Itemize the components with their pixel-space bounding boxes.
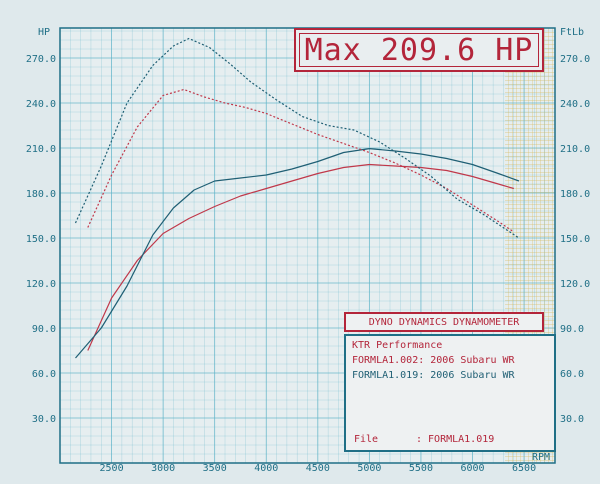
y2-tick-label: 240.0	[560, 99, 590, 110]
x-tick-label: 3000	[151, 463, 175, 474]
x-tick-label: 3500	[203, 463, 227, 474]
series-line-power-formla1-002	[87, 163, 514, 351]
y2-tick-label: 30.0	[560, 414, 584, 425]
y-tick-label: 210.0	[26, 144, 56, 155]
y-tick-label: 30.0	[32, 414, 56, 425]
y2-tick-labels: 30.0 60.0 90.0 120.0 150.0 180.0 210.0 240.0 270…	[560, 54, 590, 425]
series-group	[74, 37, 520, 359]
y-tick-label: 90.0	[32, 324, 56, 335]
shop-name: KTR Performance	[352, 340, 443, 351]
y2-tick-label: 120.0	[560, 279, 590, 290]
x-axis-unit: RPM	[532, 452, 550, 463]
x-tick-label: 4500	[306, 463, 330, 474]
y-tick-label: 150.0	[26, 234, 56, 245]
left-axis-unit: HP	[38, 27, 50, 38]
x-tick-label: 4000	[254, 463, 278, 474]
max-hp-badge: Max 209.6 HP	[294, 28, 544, 72]
y-tick-labels: 30.0 60.0 90.0 120.0 150.0 180.0 210.0 240.0 270…	[26, 54, 56, 425]
x-tick-label: 5500	[409, 463, 433, 474]
y2-tick-label: 210.0	[560, 144, 590, 155]
x-tick-label: 6500	[512, 463, 536, 474]
y-tick-label: 180.0	[26, 189, 56, 200]
right-axis-unit: FtLb	[560, 27, 584, 38]
run1-label: FORMLA1.002: 2006 Subaru WR	[352, 355, 515, 366]
info-panel: DYNO DYNAMICS DYNAMOMETER KTR Performanc…	[344, 312, 556, 452]
y-tick-label: 270.0	[26, 54, 56, 65]
run2-label: FORMLA1.019: 2006 Subaru WR	[352, 370, 515, 381]
x-tick-label: 5000	[357, 463, 381, 474]
series-line-power-formla1-019	[75, 148, 520, 359]
file-value: : FORMLA1.019	[416, 434, 495, 445]
max-hp-label: Max 209.6 HP	[304, 32, 534, 68]
series-line-torque-formla1-002	[87, 88, 515, 233]
series-line-torque-formla1-019	[74, 37, 520, 239]
y2-tick-label: 150.0	[560, 234, 590, 245]
file-label: File	[354, 434, 379, 445]
x-tick-labels: 2500 3000 3500 4000 4500 5000 5500 6000 6500	[100, 463, 537, 474]
info-title: DYNO DYNAMICS DYNAMOMETER	[344, 312, 544, 332]
y-tick-label: 60.0	[32, 369, 56, 380]
y2-tick-label: 270.0	[560, 54, 590, 65]
x-tick-label: 6000	[460, 463, 484, 474]
y2-tick-label: 90.0	[560, 324, 584, 335]
y2-tick-label: 60.0	[560, 369, 584, 380]
x-tick-label: 2500	[100, 463, 124, 474]
info-body: KTR Performance FORMLA1.002: 2006 Subaru…	[344, 334, 556, 452]
y-tick-label: 240.0	[26, 99, 56, 110]
y-tick-label: 120.0	[26, 279, 56, 290]
y2-tick-label: 180.0	[560, 189, 590, 200]
